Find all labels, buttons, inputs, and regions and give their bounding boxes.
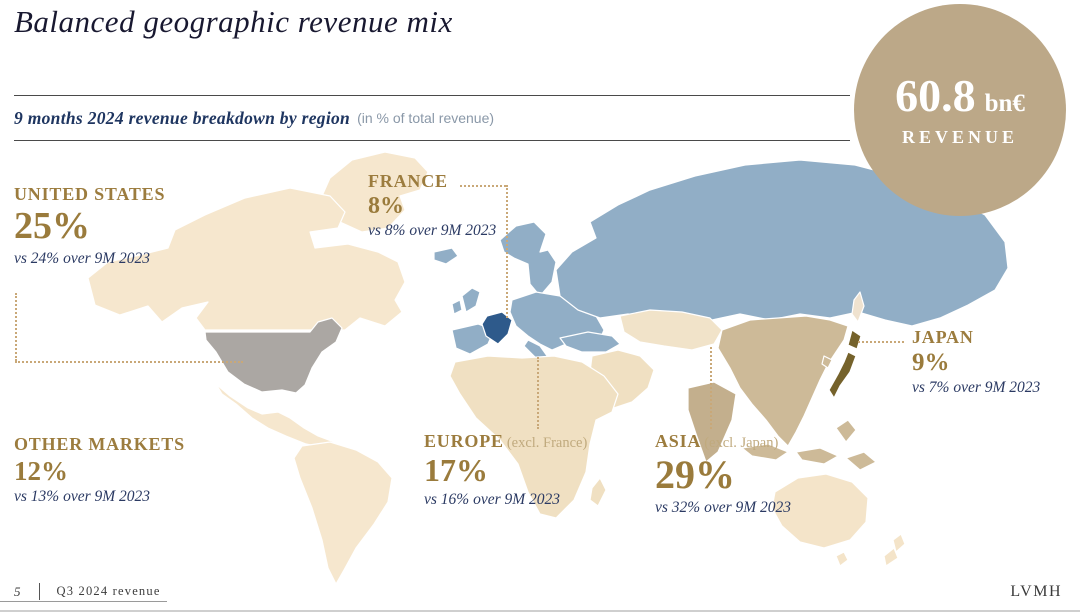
footer-divider <box>38 583 40 600</box>
callout-united-states: UNITED STATES 25% vs 24% over 9M 2023 <box>14 184 168 268</box>
page-title: Balanced geographic revenue mix <box>14 4 453 39</box>
us-connector-vertical <box>15 293 17 361</box>
map-region-south-america <box>293 441 393 585</box>
region-comparison: vs 7% over 9M 2023 <box>912 379 1041 397</box>
map-region-ireland <box>451 299 463 315</box>
map-region-central-asia <box>619 309 723 351</box>
region-name: EUROPE <box>424 431 504 451</box>
map-region-united-states <box>204 317 343 394</box>
map-region-china <box>717 315 849 447</box>
map-region-indonesia-west <box>741 443 789 461</box>
map-region-new-guinea <box>845 451 877 471</box>
map-region-iceland <box>433 247 459 265</box>
region-comparison: vs 8% over 9M 2023 <box>368 222 497 240</box>
japan-connector-horizontal <box>858 341 904 343</box>
region-share: 12% <box>14 455 68 486</box>
region-share: 9% <box>912 348 950 376</box>
map-region-tasmania <box>835 551 849 567</box>
region-comparison: vs 16% over 9M 2023 <box>424 490 561 508</box>
callout-asia: ASIA (excl. Japan) 29% vs 32% over 9M 202… <box>655 431 792 517</box>
map-region-india <box>687 381 737 463</box>
subtitle-main: 9 months 2024 revenue breakdown by regio… <box>14 107 351 128</box>
subtitle-band: 9 months 2024 revenue breakdown by regio… <box>14 95 850 141</box>
revenue-label: REVENUE <box>901 126 1018 147</box>
page-number: 5 <box>14 583 21 599</box>
region-name: UNITED STATES <box>14 184 166 204</box>
callout-japan: JAPAN 9% vs 7% over 9M 2023 <box>912 327 1041 397</box>
map-region-sakhalin <box>851 291 865 323</box>
map-region-australia <box>771 473 869 549</box>
map-region-mexico-central-america <box>215 383 335 449</box>
us-connector-horizontal <box>15 361 243 363</box>
footer-underline <box>0 601 167 602</box>
map-region-canada <box>87 187 406 331</box>
subtitle-note: (in % of total revenue) <box>357 110 495 126</box>
region-qualifier: (excl. Japan) <box>704 435 779 451</box>
callout-europe: EUROPE (excl. France) 17% vs 16% over 9M … <box>424 431 588 509</box>
asia-connector-vertical <box>710 347 712 429</box>
region-name: ASIA <box>655 431 702 451</box>
brand-logo: LVMH <box>1010 583 1062 600</box>
footer-section-title: Q3 2024 revenue <box>56 584 161 598</box>
map-region-iberia <box>451 323 495 355</box>
region-comparison: vs 13% over 9M 2023 <box>14 488 151 506</box>
france-connector-horizontal <box>460 185 506 187</box>
callout-other-markets: OTHER MARKETS 12% vs 13% over 9M 2023 <box>14 434 188 506</box>
revenue-value: 60.8 <box>895 69 976 121</box>
europe-connector-vertical <box>537 357 539 429</box>
region-name: OTHER MARKETS <box>14 434 185 454</box>
map-region-france <box>481 311 513 345</box>
map-region-new-zealand-south <box>883 547 899 567</box>
revenue-unit: bn€ <box>984 89 1025 117</box>
region-share: 25% <box>14 204 90 247</box>
footer: 5 Q3 2024 revenue <box>14 583 161 600</box>
revenue-value-line: 60.8 bn€ <box>895 69 1025 121</box>
region-share: 29% <box>655 451 735 497</box>
region-comparison: vs 32% over 9M 2023 <box>655 498 792 516</box>
map-region-scandinavia <box>499 221 557 297</box>
callout-france: FRANCE 8% vs 8% over 9M 2023 <box>368 171 497 240</box>
france-connector-vertical <box>506 185 508 318</box>
region-comparison: vs 24% over 9M 2023 <box>14 249 151 267</box>
map-region-japan-main <box>828 351 857 399</box>
region-qualifier: (excl. France) <box>506 435 588 451</box>
map-region-philippines <box>835 419 857 443</box>
region-name: JAPAN <box>912 327 974 347</box>
revenue-badge: 60.8 bn€ REVENUE <box>854 4 1066 216</box>
map-region-indonesia-east <box>795 447 839 465</box>
map-region-turkey <box>559 331 621 353</box>
region-share: 8% <box>368 192 404 219</box>
region-name: FRANCE <box>368 171 448 191</box>
map-region-new-zealand-north <box>892 533 906 553</box>
region-share: 17% <box>424 451 488 488</box>
map-region-south-korea <box>821 355 833 369</box>
map-region-uk <box>461 287 481 313</box>
map-region-africa <box>449 355 619 519</box>
map-region-japan-north <box>847 329 862 350</box>
map-region-madagascar <box>589 477 607 507</box>
